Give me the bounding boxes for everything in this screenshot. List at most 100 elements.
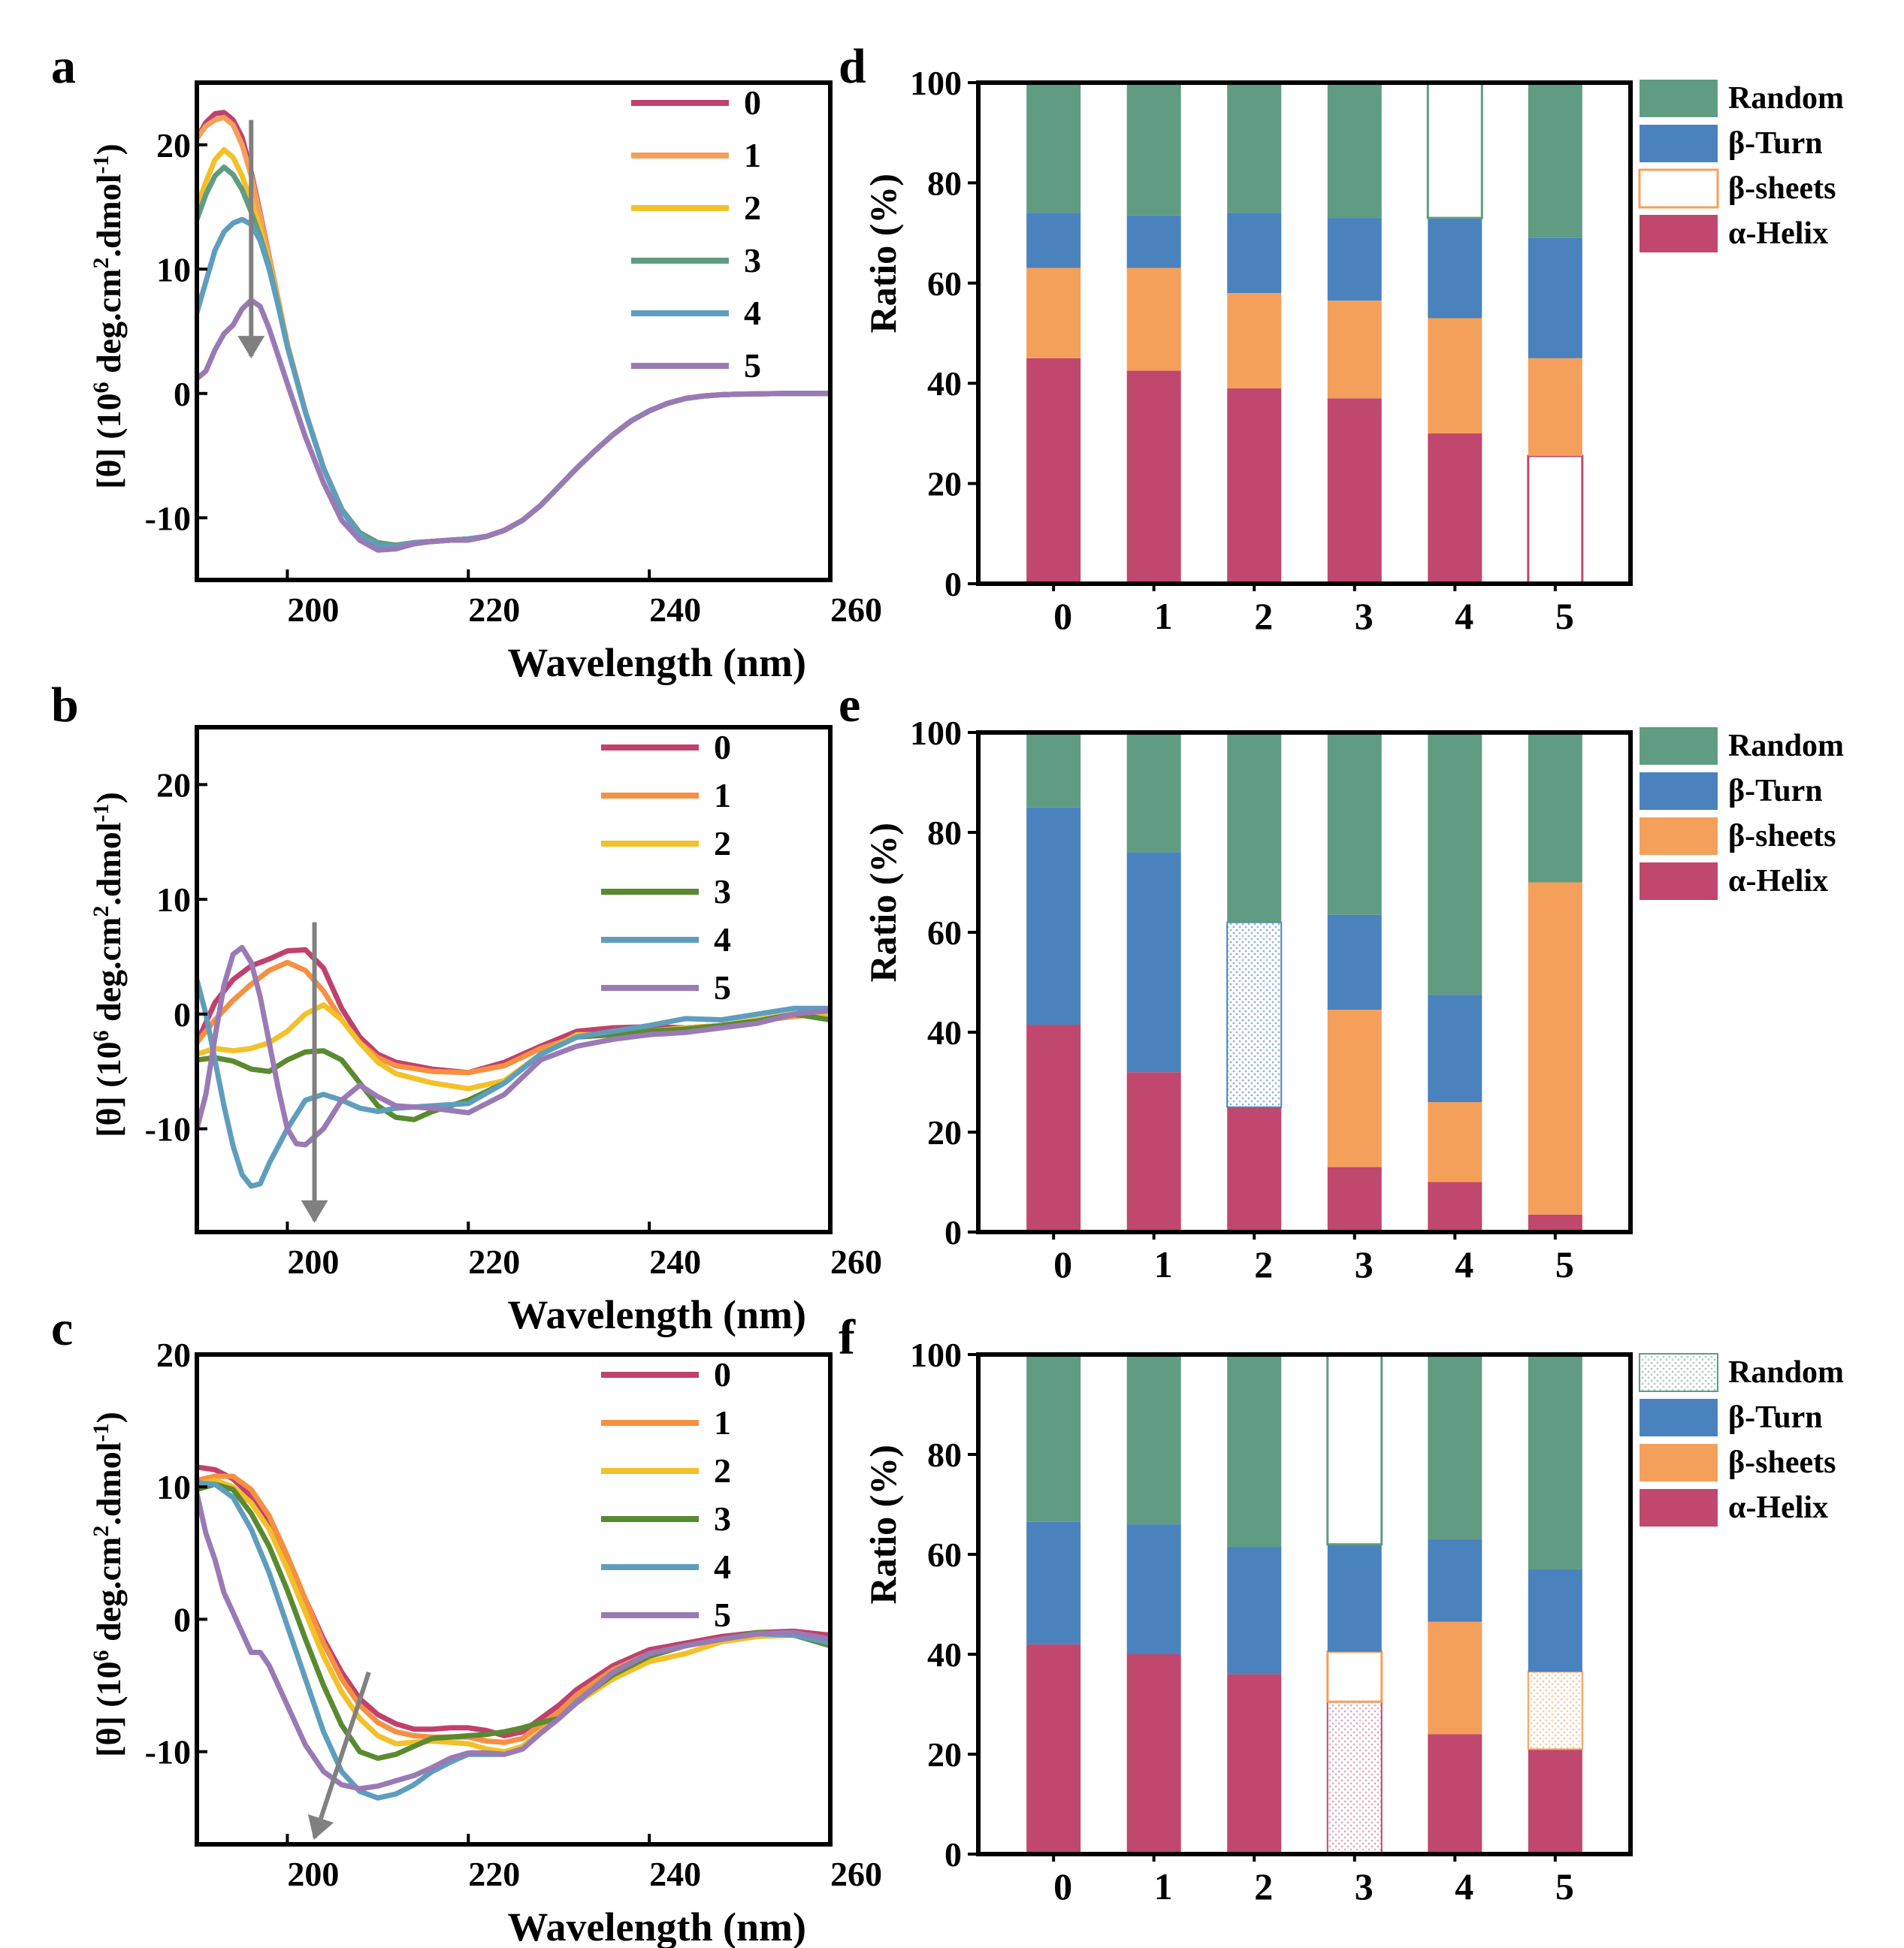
bar-sheets-5	[1527, 1671, 1583, 1750]
legend-label-sheets: β-sheets	[1728, 1445, 1836, 1480]
legend-label-4: 4	[714, 920, 731, 959]
legend-label-sheets: β-sheets	[1728, 171, 1836, 206]
y-tick-label: 0	[174, 995, 191, 1034]
bar-random-1	[1126, 1355, 1181, 1525]
bar-helix-0	[1026, 358, 1081, 584]
bar-random-0	[1026, 1355, 1081, 1522]
bar-random-5	[1528, 732, 1582, 883]
plot-frame	[195, 1352, 833, 1847]
series-line-5	[197, 1490, 830, 1792]
y-tick-label: 40	[927, 1635, 962, 1674]
bar-random-2	[1227, 83, 1282, 213]
bar-random-4	[1426, 81, 1483, 219]
y-tick-label: 20	[156, 126, 191, 165]
legend-label-random: Random	[1728, 729, 1844, 763]
x-tick-label: 2	[1254, 1865, 1273, 1907]
y-tick-label: 60	[927, 1536, 962, 1574]
bar-turn-0	[1026, 1521, 1081, 1644]
x-tick-label: 3	[1355, 1243, 1374, 1285]
bar-turn-0	[1026, 213, 1081, 268]
series-group	[197, 1464, 830, 1801]
x-tick-label: 3	[1355, 595, 1374, 637]
x-tick-label: 4	[1455, 595, 1473, 637]
x-tick-label: 0	[1053, 595, 1072, 637]
panel-label: c	[51, 1301, 73, 1356]
x-tick-label: 260	[830, 590, 882, 629]
x-axis-title: Wavelength (nm)	[508, 1904, 807, 1948]
bar-helix-2	[1227, 388, 1282, 584]
cd-panel-a: a 0 1 2 3 4 5 200 220 240 260 -10 0 10 20 Wavelength (n…	[51, 39, 882, 685]
legend-swatch-turn	[1640, 125, 1718, 162]
series-line-2	[197, 1477, 830, 1755]
bar-helix-2	[1227, 1107, 1282, 1232]
bar-sheets-4	[1428, 1621, 1482, 1735]
bar-helix-1	[1126, 1654, 1181, 1854]
bar-turn-5	[1528, 1569, 1582, 1672]
legend-label-2: 2	[744, 189, 761, 227]
series-line-1	[197, 114, 830, 548]
y-tick-label: 20	[927, 465, 962, 503]
bar-turn-1	[1126, 1524, 1181, 1654]
legend-label-4: 4	[714, 1548, 731, 1586]
y-tick-label: 20	[927, 1113, 962, 1152]
y-tick-label: 80	[927, 814, 962, 852]
plot-frame	[195, 725, 833, 1234]
x-axis-title: Wavelength (nm)	[508, 640, 807, 685]
bar-helix-4	[1428, 433, 1482, 584]
bar-turn-3	[1327, 218, 1382, 301]
legend-label-1: 1	[744, 136, 761, 174]
panel-label: e	[839, 678, 860, 732]
y-axis-title: [θ] (106 deg.cm2.dmol-1)	[89, 1412, 128, 1757]
bar-random-3	[1327, 83, 1382, 219]
bar-turn-2	[1227, 1547, 1282, 1675]
x-tick-label: 5	[1555, 1243, 1574, 1285]
bar-turn-4	[1428, 218, 1482, 319]
bar-random-3	[1327, 732, 1382, 915]
bar-sheets-4	[1428, 1102, 1482, 1182]
legend-label-random: Random	[1728, 81, 1844, 116]
bar-random-0	[1026, 732, 1081, 808]
y-tick-label: 0	[944, 565, 962, 603]
panel-label: b	[51, 678, 79, 732]
bar-helix-4	[1428, 1734, 1482, 1854]
legend-swatch-turn	[1640, 772, 1718, 810]
bar-sheets-5	[1528, 358, 1582, 456]
legend-label-1: 1	[714, 1403, 731, 1442]
legend-label-turn: β-Turn	[1728, 1400, 1823, 1435]
y-tick-label: 0	[944, 1213, 962, 1252]
bar-helix-0	[1026, 1025, 1081, 1232]
legend-swatch-random	[1640, 727, 1718, 765]
legend-label-3: 3	[744, 241, 761, 279]
y-axis-title: [θ] (106 deg.cm2.dmol-1)	[89, 143, 128, 489]
legend-label-5: 5	[714, 968, 731, 1007]
legend-label-random: Random	[1728, 1355, 1844, 1390]
x-tick-label: 220	[468, 1243, 520, 1281]
bar-sheets-0	[1026, 267, 1081, 358]
series-line-2	[197, 146, 830, 548]
x-tick-label: 240	[649, 1243, 701, 1281]
y-axis-title: Ratio (%)	[862, 174, 904, 333]
x-tick-label: 0	[1053, 1865, 1072, 1907]
legend-label-sheets: β-sheets	[1728, 819, 1836, 853]
legend-label-2: 2	[714, 824, 731, 862]
legend-label-helix: α-Helix	[1728, 216, 1828, 251]
x-tick-label: 260	[830, 1855, 882, 1893]
cd-panel-b: b 0 1 2 3 4 5 200 220 240 260 -10 0 10 20 Wavelength (n…	[51, 678, 882, 1337]
x-tick-label: 1	[1154, 1243, 1173, 1285]
legend-label-turn: β-Turn	[1728, 126, 1823, 161]
legend-label-5: 5	[744, 346, 761, 385]
legend-swatch-sheets	[1640, 1444, 1718, 1481]
x-tick-label: 260	[830, 1243, 882, 1281]
y-tick-label: 20	[156, 1336, 191, 1374]
series-line-0	[197, 947, 830, 1076]
legend-swatch-turn	[1640, 1399, 1718, 1436]
y-tick-label: 60	[927, 264, 962, 303]
bar-helix-0	[1026, 1644, 1081, 1854]
x-tick-label: 2	[1254, 1243, 1273, 1285]
legend-label-4: 4	[744, 294, 761, 332]
bar-random-5	[1528, 1355, 1582, 1569]
bar-turn-4	[1428, 1539, 1482, 1622]
y-axis-title: Ratio (%)	[862, 823, 904, 982]
bar-turn-4	[1428, 995, 1482, 1103]
